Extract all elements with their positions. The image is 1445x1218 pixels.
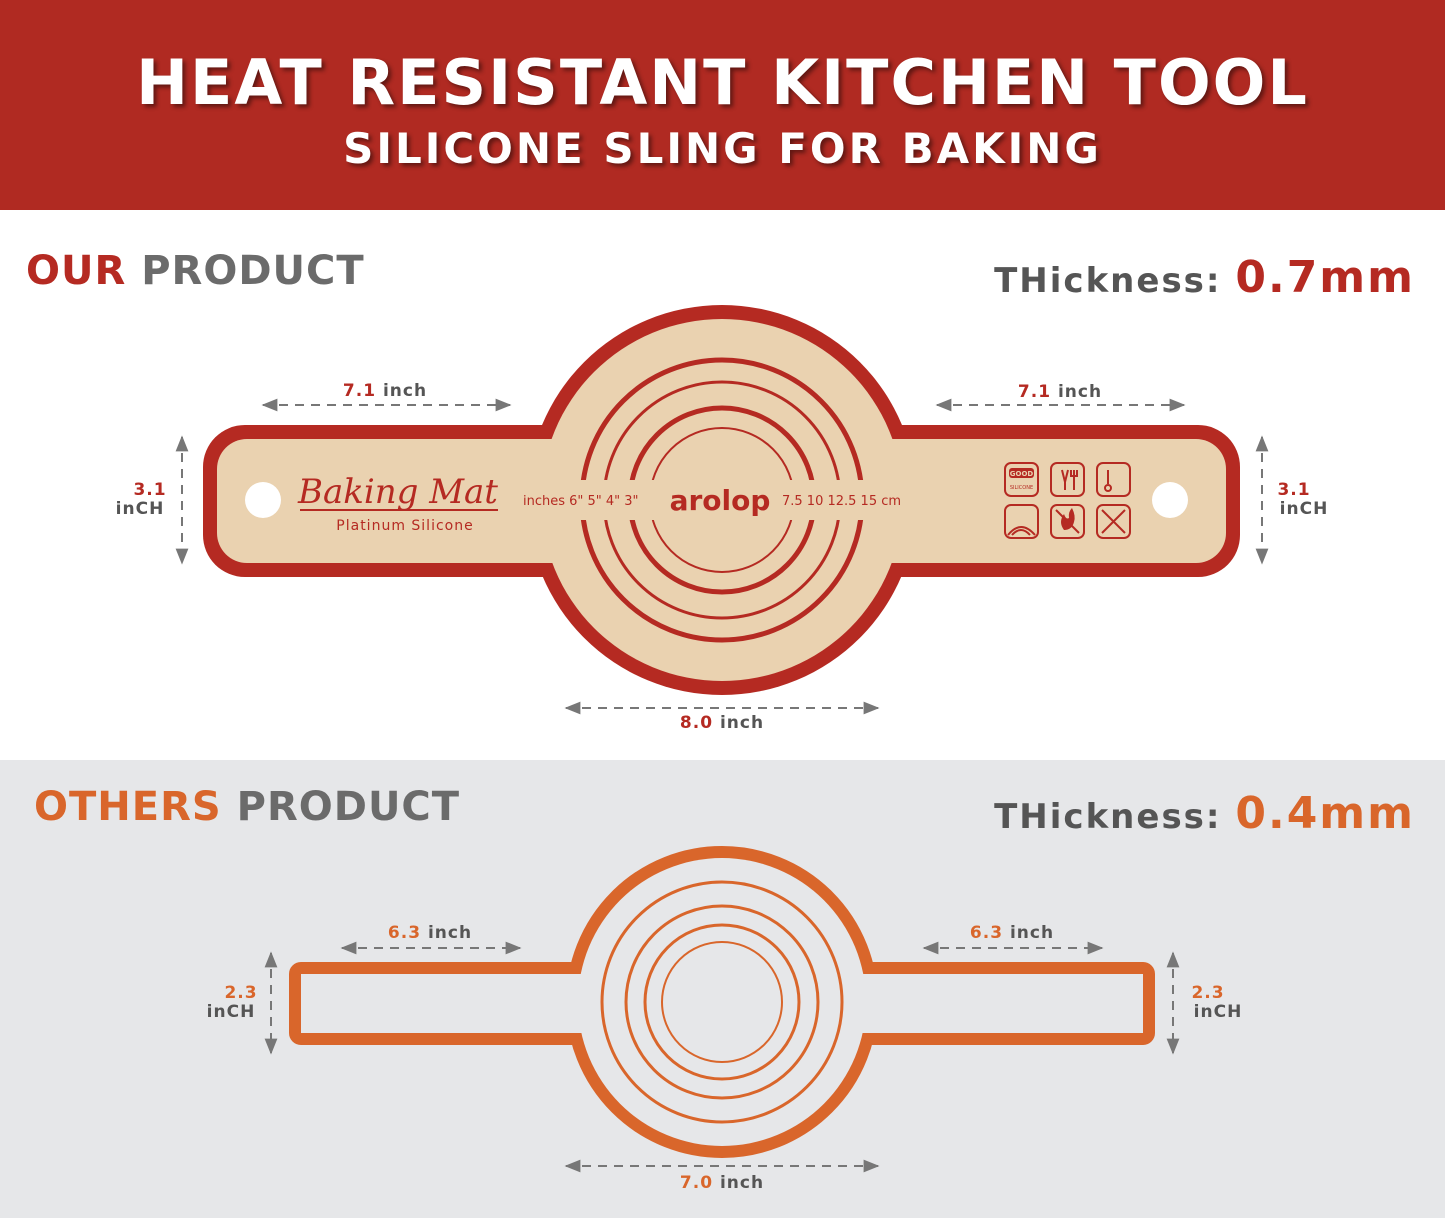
others-sling-outline <box>289 846 1155 1158</box>
our-left-width-label: 7.1 inch <box>343 381 427 401</box>
others-left-height-unit: inCH <box>207 1002 256 1022</box>
thermometer-icon <box>1096 462 1131 497</box>
hang-hole-left <box>245 482 281 518</box>
others-diameter-label: 7.0 inch <box>680 1173 764 1193</box>
others-right-height-value: 2.3 <box>1191 983 1224 1003</box>
icon-good-text: GOOD <box>1010 470 1034 478</box>
heading-rest: PRODUCT <box>221 784 461 830</box>
mat-logo: arolop <box>670 484 771 517</box>
mat-cm-scale: 7.5 10 12.5 15 cm <box>782 494 901 509</box>
our-right-width-label: 7.1 inch <box>1018 382 1102 402</box>
our-right-height-value: 3.1 <box>1277 480 1310 500</box>
no-fire-icon <box>1050 504 1085 539</box>
others-left-height-value: 2.3 <box>224 983 257 1003</box>
thickness-value: 0.7mm <box>1235 252 1415 303</box>
header-banner: HEAT RESISTANT KITCHEN TOOL SILICONE SLI… <box>0 0 1445 210</box>
our-left-height-unit: inCH <box>116 499 165 519</box>
thickness-label: THickness: <box>994 261 1236 301</box>
mat-inches-scale: inches 6" 5" 4" 3" <box>523 494 639 509</box>
no-knife-icon <box>1096 504 1131 539</box>
others-left-width-label: 6.3 inch <box>388 923 472 943</box>
food-safe-icon <box>1050 462 1085 497</box>
our-right-height-unit: inCH <box>1280 499 1329 519</box>
our-left-height-value: 3.1 <box>133 480 166 500</box>
our-product-heading: OUR PRODUCT <box>26 248 365 294</box>
mat-brand-sub: Platinum Silicone <box>336 518 473 534</box>
header-subtitle: SILICONE SLING FOR BAKING <box>343 124 1102 173</box>
our-sling-mat: Baking Mat Platinum Silicone inches 6" 5… <box>203 305 1240 695</box>
heading-accent: OTHERS <box>34 784 222 830</box>
pattern-icon <box>1004 504 1039 539</box>
our-thickness: THickness: 0.7mm <box>994 252 1415 303</box>
header-title: HEAT RESISTANT KITCHEN TOOL <box>136 46 1309 119</box>
others-product-heading: OTHERS PRODUCT <box>34 784 460 830</box>
good-silicone-icon <box>1004 462 1039 497</box>
icon-silicone-text: SILICONE <box>1010 485 1033 491</box>
others-right-width-label: 6.3 inch <box>970 923 1054 943</box>
heading-rest: PRODUCT <box>126 248 365 294</box>
hang-hole-right <box>1152 482 1188 518</box>
our-diameter-label: 8.0 inch <box>680 713 764 733</box>
thickness-label: THickness: <box>994 797 1236 837</box>
mat-brand-script: Baking Mat <box>297 472 498 512</box>
others-thickness: THickness: 0.4mm <box>994 788 1415 839</box>
others-right-height-unit: inCH <box>1194 1002 1243 1022</box>
heading-accent: OUR <box>26 248 127 294</box>
thickness-value: 0.4mm <box>1235 788 1415 839</box>
